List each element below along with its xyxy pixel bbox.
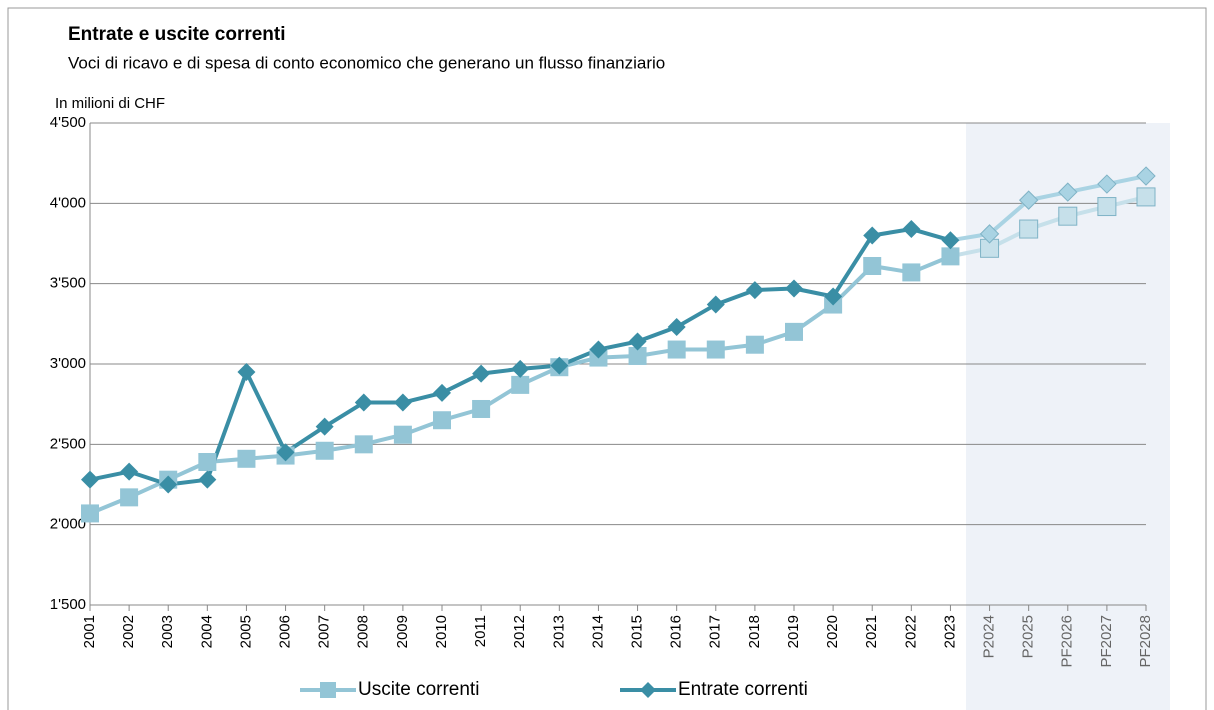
point: [198, 470, 217, 489]
x-tick-label: 2006: [277, 615, 294, 648]
x-tick-label: 2016: [668, 615, 685, 648]
y-tick-label: 3'000: [50, 355, 86, 372]
x-tick-label: 2022: [902, 615, 919, 648]
point: [511, 375, 530, 394]
point: [472, 364, 491, 383]
point: [433, 383, 451, 402]
point: [1097, 197, 1117, 217]
point: [237, 363, 256, 382]
point: [393, 393, 412, 412]
x-tick-label: PF2027: [1098, 615, 1115, 668]
point: [902, 220, 921, 239]
point: [863, 226, 882, 245]
x-tick-label: 2003: [159, 615, 176, 648]
point: [1136, 166, 1156, 186]
x-tick-label: 2004: [198, 615, 215, 648]
point: [1058, 182, 1078, 202]
y-tick-label: 4'000: [50, 194, 86, 211]
x-tick-label: 2011: [472, 615, 489, 647]
point: [315, 441, 334, 460]
point: [354, 435, 373, 454]
point: [628, 346, 647, 365]
x-tick-label: 2009: [394, 615, 411, 648]
point: [667, 318, 686, 337]
point: [863, 256, 882, 275]
point: [159, 475, 178, 494]
point: [550, 356, 569, 375]
x-tick-label: 2008: [355, 615, 372, 648]
x-tick-label: P2025: [1020, 615, 1037, 658]
point: [941, 247, 960, 266]
legend-marker: [640, 682, 656, 698]
point: [315, 417, 334, 436]
point: [511, 359, 530, 378]
point: [824, 287, 843, 306]
x-tick-label: 2001: [81, 615, 98, 648]
point: [706, 295, 725, 314]
point: [237, 449, 256, 468]
point: [745, 335, 764, 354]
y-tick-label: 2'500: [50, 435, 86, 452]
point: [472, 399, 491, 418]
point: [276, 443, 295, 462]
point: [1018, 190, 1039, 210]
point: [1136, 187, 1156, 207]
x-tick-label: 2020: [824, 615, 841, 648]
point: [902, 263, 921, 282]
chart-title: Entrate e uscite correnti: [68, 24, 286, 45]
x-tick-label: 2010: [433, 615, 450, 648]
x-tick-label: 2007: [316, 615, 333, 648]
x-tick-label: 2023: [941, 615, 958, 648]
x-tick-label: 2021: [863, 615, 880, 648]
point: [979, 224, 1000, 244]
point: [1019, 219, 1039, 239]
x-tick-label: 2014: [589, 615, 606, 648]
series-line: [89, 227, 951, 487]
x-tick-label: P2024: [981, 615, 998, 658]
point: [81, 470, 99, 489]
point: [745, 281, 764, 300]
point: [433, 411, 451, 430]
legend-label: Uscite correnti: [358, 679, 479, 700]
x-tick-label: PF2028: [1137, 615, 1154, 668]
y-axis-label: In milioni di CHF: [55, 95, 165, 112]
frame: [7, 7, 1207, 710]
point: [81, 504, 99, 523]
x-tick-label: 2002: [120, 615, 137, 648]
x-tick-label: 2017: [707, 615, 724, 648]
y-tick-label: 1'500: [50, 596, 86, 613]
x-tick-label: 2015: [629, 615, 646, 648]
legend-label: Entrate correnti: [678, 679, 808, 700]
point: [120, 462, 139, 481]
point: [785, 279, 803, 298]
x-tick-label: 2005: [237, 615, 254, 648]
point: [354, 393, 373, 412]
y-tick-label: 2'000: [50, 516, 86, 533]
point: [941, 231, 960, 250]
point: [1058, 206, 1078, 226]
legend-marker: [320, 682, 336, 698]
point: [785, 322, 803, 341]
y-tick-label: 3'500: [50, 275, 86, 292]
x-tick-label: 2013: [550, 615, 567, 648]
point: [120, 488, 139, 507]
point: [198, 453, 217, 472]
point: [393, 425, 412, 444]
point: [589, 340, 608, 359]
x-tick-label: 2019: [785, 615, 802, 648]
chart-subtitle: Voci di ricavo e di spesa di conto econo…: [68, 53, 665, 72]
point: [706, 340, 725, 359]
point: [628, 332, 647, 351]
x-tick-label: 2018: [746, 615, 763, 648]
point: [1097, 174, 1117, 194]
y-tick-label: 4'500: [50, 114, 86, 131]
point: [667, 340, 686, 359]
x-tick-label: 2012: [511, 615, 528, 648]
x-tick-label: PF2026: [1059, 615, 1076, 668]
